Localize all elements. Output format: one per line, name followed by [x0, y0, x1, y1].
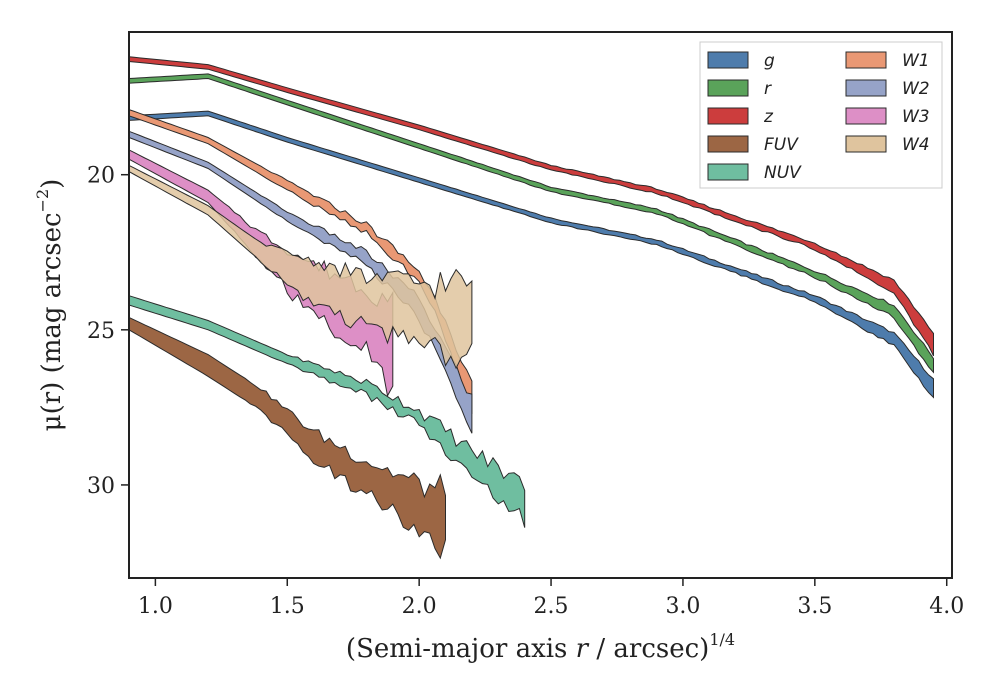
axis-ticks: 1.0 1.5 2.0 2.5 3.0 3.5 4.0 20 25 30: [87, 164, 964, 619]
x-tick-label: 1.0: [138, 594, 173, 619]
legend-swatch-fuv: [707, 135, 749, 153]
series-band-w4: [128, 164, 473, 370]
plot-frame: [128, 31, 953, 579]
legend-swatch-w3: [845, 107, 887, 125]
legend-label-w1: W1: [902, 51, 930, 71]
x-tick-label: 4.0: [929, 594, 964, 619]
series-band-fuv: [128, 316, 446, 560]
legend-label-g: g: [764, 51, 775, 71]
legend-label-nuv: NUV: [764, 163, 802, 183]
series-band-w2: [128, 130, 473, 434]
series-band-nuv: [128, 295, 526, 528]
series-band-w3: [128, 149, 394, 398]
x-axis-label: (Semi-major axis r / arcsec)1/4: [346, 630, 735, 664]
legend-swatch-g: [707, 51, 749, 69]
series-bands: [128, 56, 934, 560]
y-tick-label: 20: [87, 164, 115, 189]
legend-label-fuv: FUV: [764, 135, 799, 155]
series-band-r: [128, 73, 934, 374]
legend-swatch-w4: [845, 135, 887, 153]
legend-label-w4: W4: [902, 135, 930, 155]
legend-label-r: r: [764, 79, 772, 99]
x-tick-label: 3.5: [797, 594, 832, 619]
x-tick-label: 2.0: [402, 594, 437, 619]
legend-swatch-r: [707, 79, 749, 97]
legend-swatch-w2: [845, 79, 887, 97]
y-tick-label: 30: [87, 474, 115, 499]
x-tick-label: 2.5: [534, 594, 569, 619]
y-tick-label: 25: [87, 319, 115, 344]
series-band-z: [128, 56, 934, 357]
series-band-g: [128, 110, 934, 399]
legend-label-z: z: [763, 107, 774, 127]
legend-swatch-nuv: [707, 163, 749, 181]
legend-label-w2: W2: [902, 79, 930, 99]
legend-swatch-w1: [845, 51, 887, 69]
x-tick-label: 3.0: [665, 594, 700, 619]
legend-swatch-z: [707, 107, 749, 125]
y-axis-label: μ(r) (mag arcsec−2): [33, 179, 67, 432]
x-tick-label: 1.5: [270, 594, 305, 619]
legend: grz FUV NUV W1 W2 W3 W4: [699, 41, 943, 189]
legend-label-w3: W3: [902, 107, 930, 127]
